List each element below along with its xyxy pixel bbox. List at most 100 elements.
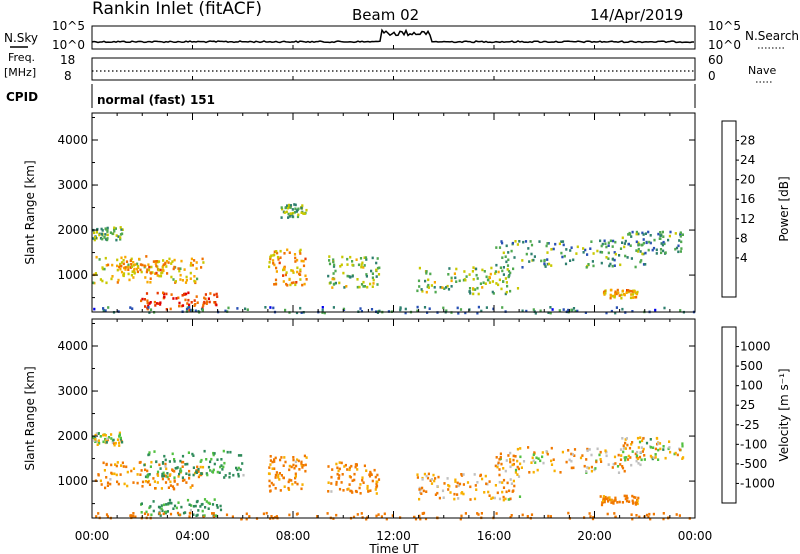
echo-pixel [636,250,640,253]
echo-pixel [328,262,332,266]
echo-pixel [132,512,135,515]
echo-pixel [525,309,528,313]
echo-pixel [552,247,555,251]
echo-pixel [635,292,639,296]
echo-pixel [296,258,299,262]
echo-pixel [277,258,280,261]
echo-pixel [105,513,109,516]
echo-pixel [106,233,109,237]
echo-pixel [614,311,617,315]
echo-pixel [155,264,158,268]
nsky-series [91,28,694,44]
echo-pixel [529,240,532,243]
echo-pixel [336,472,339,476]
echo-pixel [622,447,625,450]
echo-pixel [168,498,172,502]
colorbar-tick-label: 25 [740,398,755,412]
echo-pixel [636,290,639,294]
echo-pixel [627,242,630,246]
echo-pixel [442,496,445,499]
echo-pixel [679,235,682,238]
echo-pixel [498,497,502,501]
echo-pixel [425,290,428,294]
echo-pixel [188,477,191,480]
echo-pixel [351,260,354,263]
echo-pixel [152,260,155,263]
echo-pixel [323,311,326,315]
echo-pixel [240,454,243,457]
echo-pixel [504,292,507,296]
echo-pixel [612,239,615,243]
echo-pixel [101,229,104,232]
echo-pixel [206,473,209,477]
echo-pixel [334,269,337,273]
colorbar-tick-label: 4 [740,251,748,265]
echo-pixel [104,486,107,490]
echo-pixel [429,479,432,482]
echo-pixel [104,238,108,241]
echo-pixel [609,262,612,266]
echo-pixel [157,268,160,272]
echo-pixel [355,258,358,261]
echo-pixel [511,490,514,493]
echo-pixel [674,451,677,455]
echo-pixel [637,446,640,449]
echo-pixel [94,438,97,441]
echo-pixel [193,299,196,302]
echo-pixel [635,232,638,236]
echo-pixel [177,267,180,270]
echo-pixel [173,504,177,508]
echo-pixel [662,445,665,448]
echo-pixel [105,439,108,442]
echo-pixel [591,260,594,263]
echo-pixel [599,450,602,454]
echo-pixel [303,212,306,215]
echo-pixel [468,308,471,311]
echo-pixel [223,461,226,465]
echo-pixel [495,512,498,515]
echo-pixel [609,239,612,243]
echo-pixel [608,498,611,501]
freq-unit: [MHz] [4,66,36,79]
echo-pixel [338,487,342,491]
echo-pixel [179,273,182,277]
echo-pixel [476,481,479,484]
freq-top: 18 [60,53,75,67]
echo-pixel [291,215,294,218]
echo-pixel [649,234,652,237]
echo-pixel [498,473,501,477]
echo-pixel [430,284,433,287]
echo-pixel [193,259,196,262]
echo-pixel [292,281,295,284]
echo-pixel [327,490,330,493]
echo-pixel [654,456,657,459]
echo-pixel [487,490,490,494]
echo-pixel [421,478,424,481]
echo-pixel [179,467,182,471]
echo-pixel [199,465,202,469]
echo-pixel [115,473,118,477]
echo-pixel [468,273,471,276]
echo-pixel [205,302,208,305]
echo-pixel [662,235,665,238]
echo-pixel [175,297,178,300]
echo-pixel [621,437,624,440]
echo-pixel [163,295,166,299]
echo-pixel [635,249,638,252]
echo-pixel [200,458,203,462]
echo-pixel [98,258,101,261]
echo-pixel [635,454,639,457]
echo-pixel [570,246,573,249]
echo-pixel [186,302,189,305]
echo-pixel [287,212,290,216]
echo-pixel [161,474,164,478]
echo-pixel [120,256,123,260]
nsearch-label: N.Search [745,29,799,43]
echo-pixel [200,503,203,506]
echo-pixel [621,501,624,504]
echo-pixel [521,309,524,313]
echo-pixel [119,226,122,229]
echo-pixel [359,492,362,495]
echo-pixel [179,267,182,270]
echo-pixel [344,463,347,467]
